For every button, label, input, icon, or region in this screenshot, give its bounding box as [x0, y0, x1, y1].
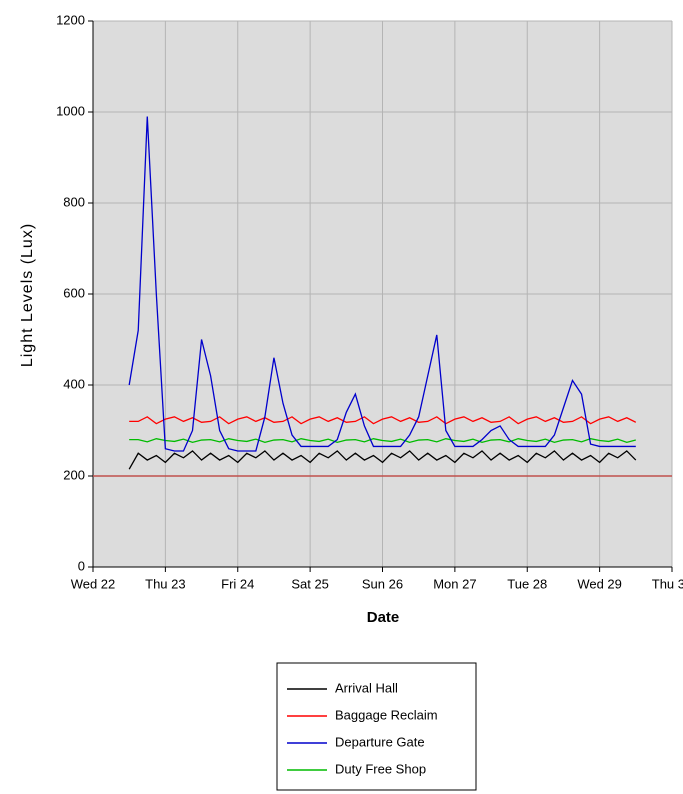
x-tick-label: Thu 23: [145, 576, 185, 591]
series-line: [129, 416, 637, 425]
y-tick-label: 1200: [56, 12, 85, 27]
x-tick-label: Wed 29: [577, 576, 622, 591]
x-tick-label: Mon 27: [433, 576, 476, 591]
series-line: [129, 438, 636, 444]
x-tick-label: Sat 25: [291, 576, 329, 591]
y-tick-label: 1000: [56, 103, 85, 118]
y-tick-label: 800: [63, 194, 85, 209]
series-line: [128, 450, 637, 470]
x-tick-label: Wed 22: [71, 576, 116, 591]
x-tick-label: Sun 26: [362, 576, 403, 591]
x-tick-label: Tue 28: [507, 576, 547, 591]
y-tick-label: 200: [63, 467, 85, 482]
y-tick-label: 400: [63, 376, 85, 391]
x-tick-label: Thu 30: [652, 576, 683, 591]
legend-box: [276, 662, 477, 791]
x-axis-label: Date: [367, 609, 400, 626]
legend-label: Arrival Hall: [335, 680, 398, 695]
y-tick-label: 0: [78, 558, 85, 573]
legend-label: Departure Gate: [335, 734, 425, 749]
y-axis-label: Light Levels (Lux): [19, 223, 36, 367]
series-line: [128, 116, 636, 452]
legend-label: Baggage Reclaim: [335, 707, 438, 722]
x-tick-label: Fri 24: [221, 576, 254, 591]
legend-label: Duty Free Shop: [335, 761, 426, 776]
y-tick-label: 600: [63, 285, 85, 300]
